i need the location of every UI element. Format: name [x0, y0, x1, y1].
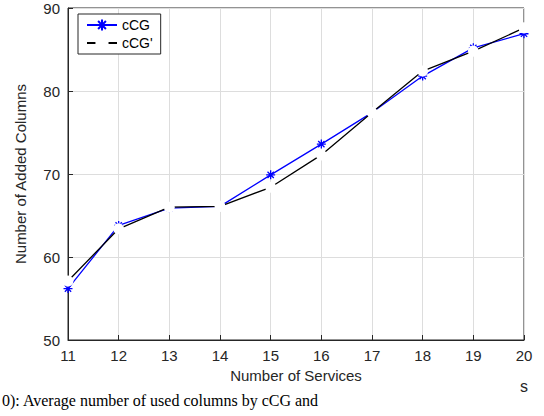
- svg-text:12: 12: [110, 347, 127, 364]
- svg-text:0): Average number of used col: 0): Average number of used columns by cC…: [2, 392, 318, 410]
- svg-text:13: 13: [161, 347, 178, 364]
- svg-text:19: 19: [465, 347, 482, 364]
- svg-text:60: 60: [43, 249, 60, 266]
- svg-text:s: s: [520, 378, 528, 395]
- svg-text:11: 11: [60, 347, 76, 364]
- svg-text:cCG': cCG': [122, 35, 153, 51]
- svg-text:20: 20: [516, 347, 533, 364]
- svg-text:14: 14: [212, 347, 229, 364]
- svg-text:17: 17: [364, 347, 381, 364]
- svg-text:Number of Services: Number of Services: [230, 367, 362, 384]
- svg-text:16: 16: [313, 347, 330, 364]
- svg-text:18: 18: [414, 347, 431, 364]
- svg-text:90: 90: [43, 0, 60, 17]
- svg-text:80: 80: [43, 83, 60, 100]
- svg-text:50: 50: [43, 332, 60, 349]
- svg-text:Number of Added Columns: Number of Added Columns: [12, 84, 29, 264]
- svg-text:70: 70: [43, 166, 60, 183]
- svg-text:15: 15: [262, 347, 279, 364]
- svg-text:cCG: cCG: [122, 17, 150, 33]
